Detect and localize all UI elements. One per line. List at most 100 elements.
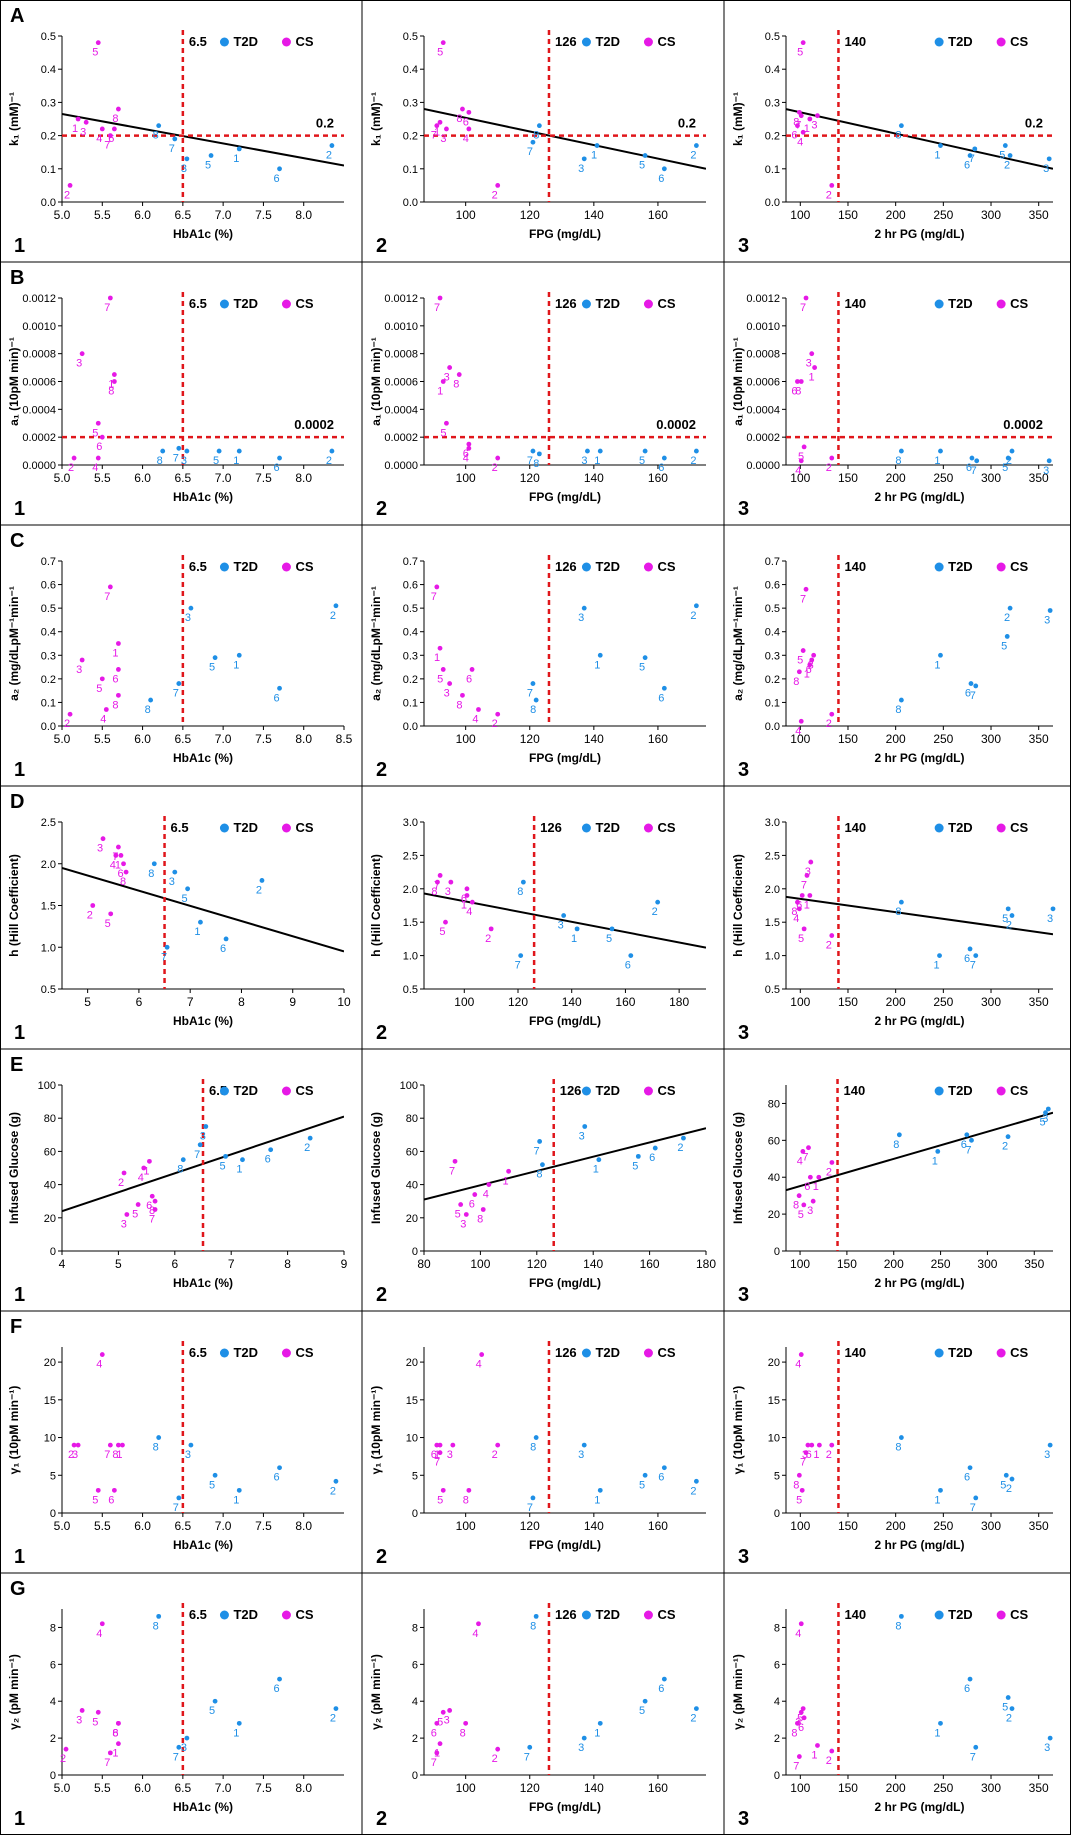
cs-point-2 (829, 711, 835, 717)
t2d-point-label: 1 (934, 1494, 940, 1506)
cs-point-1 (816, 1174, 822, 1180)
cs-point-label: 7 (800, 302, 806, 314)
x-tick-label: 300 (981, 1781, 1001, 1795)
t2d-point-label: 6 (658, 173, 664, 185)
cs-point-7 (437, 1450, 443, 1456)
t2d-point-6 (968, 681, 974, 686)
y-tick-label: 0.5 (765, 603, 780, 615)
y-tick-label: 80 (406, 1113, 418, 1125)
y-tick-label: 0.5 (41, 984, 56, 996)
y-tick-label: 0.0002 (746, 432, 780, 444)
cs-point-4 (113, 853, 119, 858)
t2d-point-label: 8 (536, 1169, 542, 1181)
t2d-point-label: 1 (934, 1727, 940, 1739)
cs-point-3 (444, 126, 449, 132)
x-tick-label: 250 (933, 471, 953, 485)
t2d-point-2 (1007, 605, 1013, 611)
t2d-legend-marker (934, 823, 944, 833)
x-tick-label: 100 (456, 208, 476, 222)
cs-point-5 (440, 667, 446, 672)
cs-point-2 (90, 903, 96, 908)
y-tick-label: 0.2 (765, 131, 780, 143)
t2d-point-label: 8 (517, 886, 523, 898)
t2d-point-8 (898, 1613, 904, 1619)
row-label: A (10, 5, 24, 27)
cs-legend-marker (281, 1610, 291, 1620)
cs-point-label: 6 (798, 1722, 804, 1734)
y-tick-label: 0.0010 (746, 321, 780, 333)
t2d-point-2 (259, 878, 265, 883)
y-tick-label: 4 (774, 1696, 780, 1708)
cs-point-8 (796, 669, 802, 675)
cs-point-7 (152, 1207, 158, 1212)
cs-point-2 (495, 183, 501, 188)
t2d-point-label: 7 (970, 1502, 976, 1514)
y-tick-label: 2 (412, 1733, 418, 1745)
cs-point-label: 1 (72, 123, 78, 135)
t2d-point-label: 7 (173, 688, 179, 700)
t2d-point-8 (156, 123, 162, 129)
t2d-point-5 (1043, 1110, 1048, 1116)
t2d-point-label: 3 (1044, 1742, 1050, 1754)
regression-line (786, 108, 1053, 170)
cs-point-label: 1 (503, 1175, 509, 1187)
cs-point-label: 6 (112, 1727, 118, 1739)
y-tick-label: 1.5 (403, 917, 418, 929)
cs-point-4 (798, 1352, 804, 1357)
x-tick-label: 100 (790, 732, 810, 746)
cs-legend-marker (643, 823, 653, 833)
y-tick-label: 8 (412, 1622, 418, 1634)
cs-point-label: 8 (791, 906, 797, 918)
y-tick-label: 0.7 (41, 556, 56, 568)
t2d-point-label: 5 (209, 1479, 215, 1491)
panel-index: 1 (14, 1022, 25, 1044)
cs-point-4 (800, 129, 806, 135)
threshold-label: 0.0002 (656, 417, 696, 432)
cs-point-label: 8 (460, 1727, 466, 1739)
t2d-point-label: 2 (256, 884, 262, 896)
t2d-point-label: 7 (527, 455, 533, 467)
cs-point-2 (829, 1442, 835, 1448)
panel-index: 2 (376, 498, 387, 520)
cs-point-label: 6 (466, 673, 472, 685)
t2d-point-8 (898, 697, 904, 703)
x-tick-label: 6.0 (134, 732, 151, 746)
panel-index: 3 (738, 1284, 749, 1306)
t2d-point-label: 1 (233, 659, 239, 671)
cs-point-5 (800, 1706, 806, 1711)
cs-point-label: 3 (805, 866, 811, 878)
t2d-legend-label: T2D (948, 820, 973, 835)
x-tick-label: 120 (508, 995, 528, 1009)
cs-point-label: 6 (117, 868, 123, 880)
t2d-point-label: 1 (194, 926, 200, 938)
cs-legend-marker (996, 299, 1006, 309)
cs-point-5 (99, 676, 105, 682)
y-tick-label: 4 (412, 1696, 418, 1708)
x-tick-label: 6.5 (175, 1519, 192, 1533)
panel-index: 2 (376, 1808, 387, 1830)
cs-legend-label: CS (1010, 34, 1028, 49)
cs-point-label: 1 (112, 648, 118, 660)
cs-legend-marker (643, 1086, 653, 1096)
t2d-point-2 (333, 603, 339, 609)
cs-point-label: 6 (804, 1181, 810, 1193)
cs-point-label: 8 (453, 379, 459, 391)
x-axis-label: 2 hr PG (mg/dL) (875, 1800, 965, 1814)
threshold-label: 140 (844, 296, 866, 311)
t2d-point-5 (635, 1153, 641, 1159)
cs-point-label: 5 (92, 1494, 98, 1506)
x-tick-label: 300 (981, 732, 1001, 746)
t2d-point-7 (176, 1495, 182, 1501)
y-tick-label: 0.4 (403, 64, 418, 76)
cs-point-1 (147, 1158, 152, 1164)
cs-point-8 (116, 692, 121, 698)
y-axis-label: γ₂ (pM min⁻¹) (7, 1654, 21, 1730)
t2d-point-8 (533, 1613, 539, 1619)
cs-point-8 (116, 1442, 121, 1448)
cs-point-label: 2 (60, 1753, 66, 1765)
t2d-point-1 (938, 1487, 943, 1493)
t2d-point-label: 3 (1043, 465, 1049, 477)
cs-point-7 (434, 584, 440, 590)
y-tick-label: 0.5 (765, 984, 780, 996)
cs-point-label: 1 (143, 1165, 149, 1177)
